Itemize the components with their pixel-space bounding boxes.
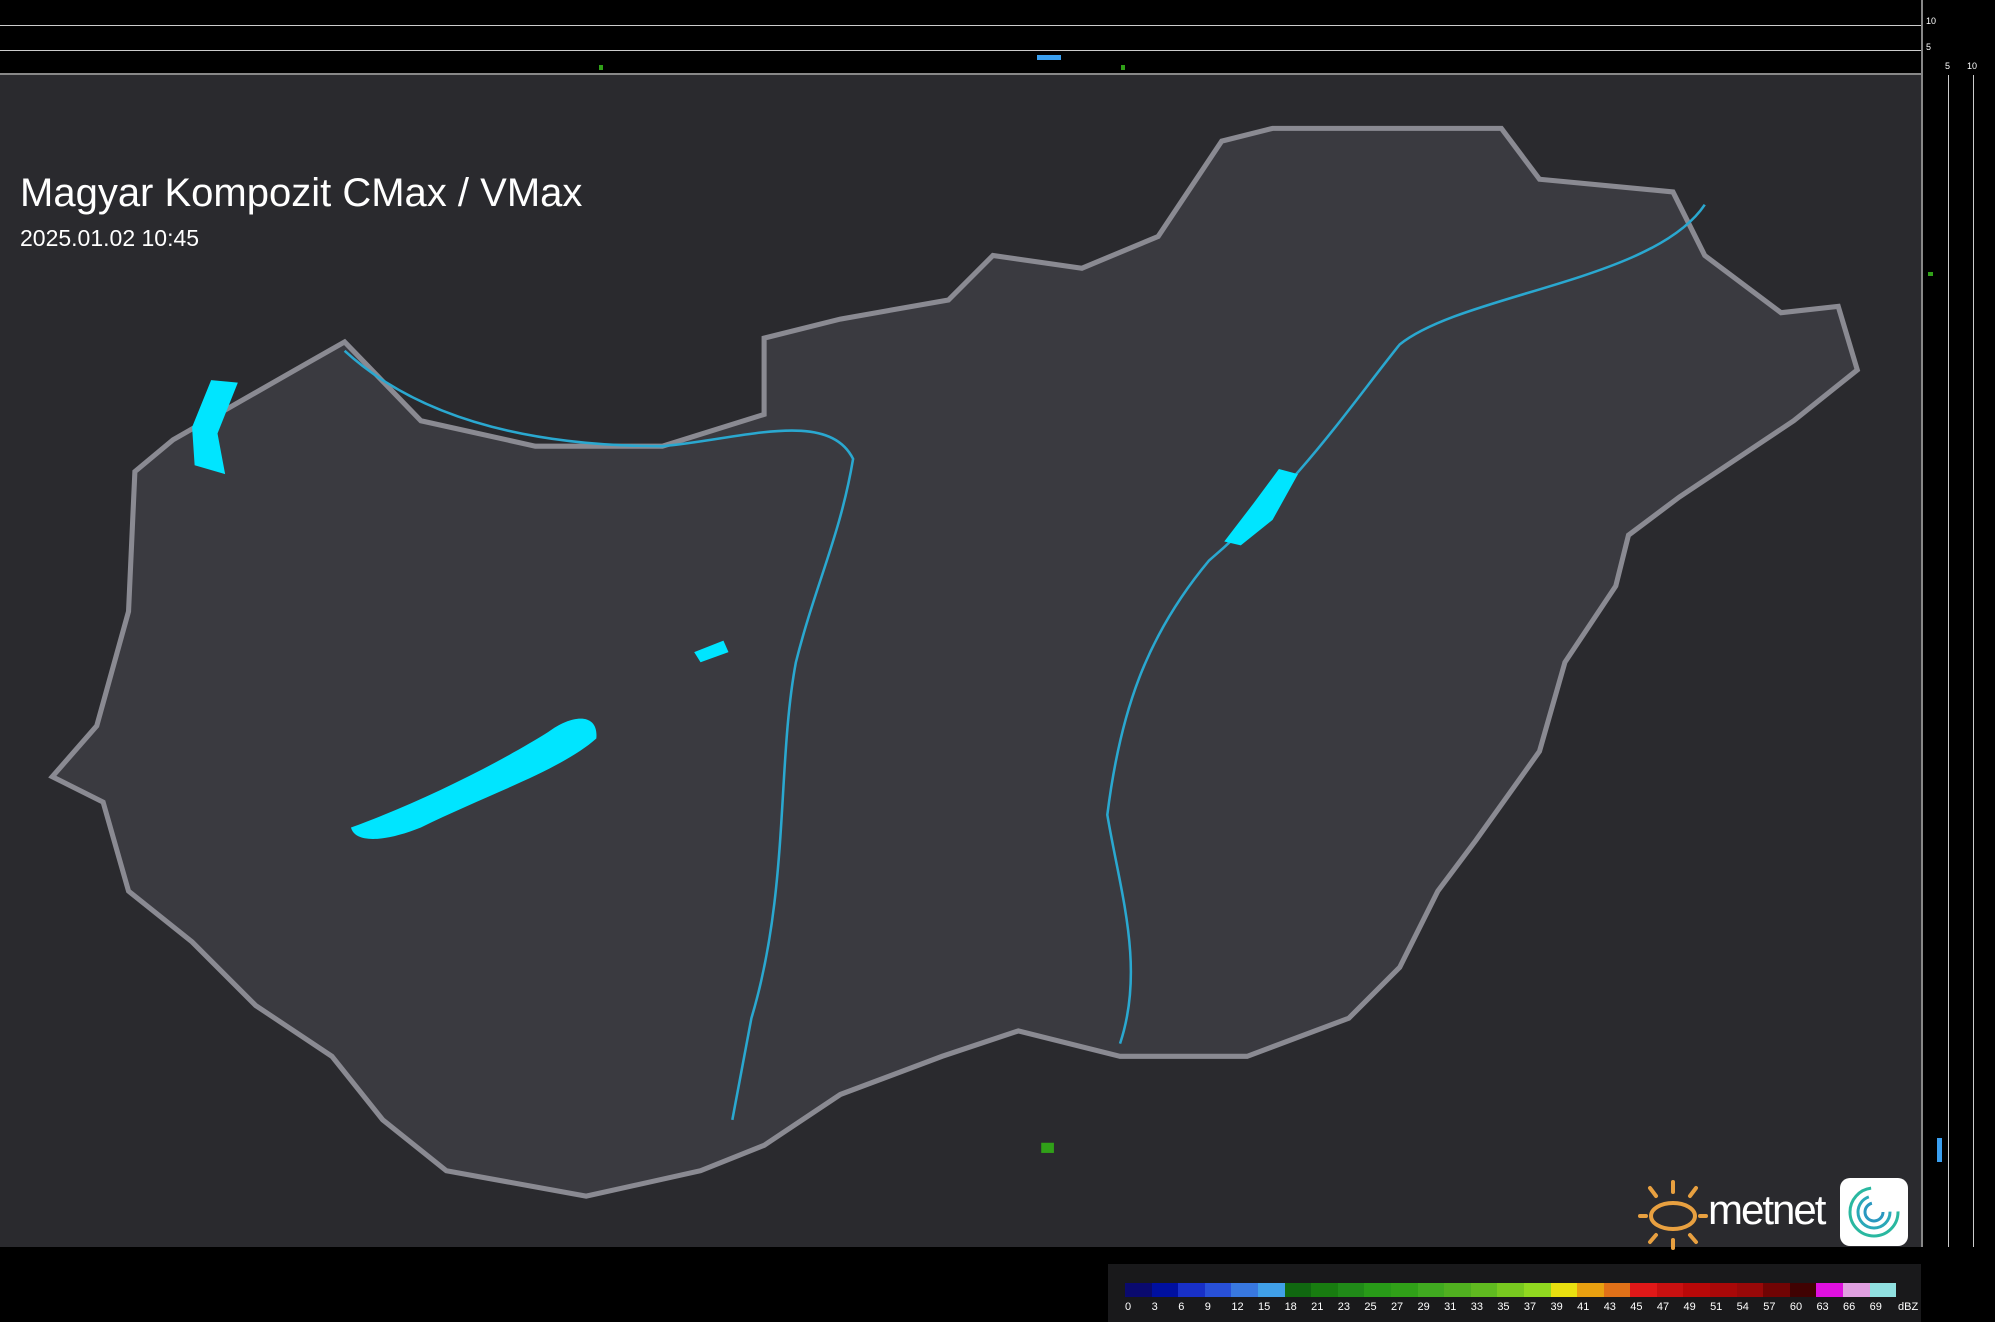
top-profile-panel — [0, 0, 1921, 75]
legend-swatch — [1204, 1283, 1232, 1297]
legend-swatch — [1284, 1283, 1312, 1297]
legend-label: 43 — [1603, 1301, 1616, 1313]
lake-velence — [694, 640, 729, 663]
legend-swatch — [1763, 1283, 1790, 1297]
legend-label: 9 — [1204, 1301, 1211, 1313]
lake-tisza — [1224, 469, 1298, 546]
lake-balaton — [350, 718, 597, 839]
radar-echo — [1041, 1142, 1054, 1153]
profile-gridline — [1973, 75, 1974, 1247]
legend-swatch — [1577, 1283, 1604, 1297]
metnet-logo: metnet — [1638, 1178, 1908, 1250]
legend-swatch — [1125, 1283, 1152, 1297]
profile-echo — [1037, 55, 1061, 60]
map-timestamp: 2025.01.02 10:45 — [20, 225, 200, 251]
brand-name: metnet — [1708, 1186, 1826, 1233]
legend-swatch — [1364, 1283, 1391, 1297]
legend-label: 33 — [1470, 1301, 1483, 1313]
profile-gridline — [1948, 75, 1949, 1247]
profile-echo — [1121, 65, 1125, 70]
profile-echo — [1928, 272, 1933, 276]
legend-unit: dBZ — [1898, 1301, 1919, 1313]
right-profile-panel: 10 5 5 10 — [1921, 0, 1995, 1247]
legend-label: 69 — [1869, 1301, 1882, 1313]
legend-swatch — [1497, 1283, 1524, 1297]
legend-label: 37 — [1523, 1301, 1537, 1313]
legend-label: 63 — [1816, 1301, 1829, 1313]
legend-swatch — [1736, 1283, 1764, 1297]
legend-label: 3 — [1151, 1301, 1158, 1313]
legend-label: 57 — [1763, 1301, 1776, 1313]
swirl-logo-icon — [1840, 1178, 1908, 1246]
legend-swatch — [1417, 1283, 1445, 1297]
legend-label: 35 — [1497, 1301, 1510, 1313]
legend-swatch — [1390, 1283, 1418, 1297]
profile-gridline — [0, 50, 1921, 51]
legend-swatch — [1630, 1283, 1657, 1297]
legend-swatch — [1178, 1283, 1205, 1297]
legend-swatch — [1656, 1283, 1684, 1297]
profile-gridline — [0, 25, 1921, 26]
legend-swatch — [1470, 1283, 1498, 1297]
legend-swatch — [1603, 1283, 1631, 1297]
legend-labels: 0 3 6 9 12 15 18 21 23 25 27 29 31 33 35 37 39 41 43 45 47 49… — [1125, 1301, 1896, 1313]
legend-label: 12 — [1231, 1301, 1244, 1313]
legend-label: 21 — [1311, 1301, 1324, 1313]
legend-swatch — [1523, 1283, 1551, 1297]
legend-label: 49 — [1683, 1301, 1696, 1313]
tick-label: 5 — [1926, 42, 1932, 52]
radar-map[interactable]: Magyar Kompozit CMax / VMax 2025.01.02 1… — [0, 75, 1921, 1322]
profile-echo — [599, 65, 603, 70]
legend-label: 6 — [1178, 1301, 1185, 1313]
tick-label: 10 — [1967, 61, 1978, 71]
legend-label: 47 — [1656, 1301, 1670, 1313]
legend-label: 54 — [1736, 1301, 1749, 1313]
legend-label: 18 — [1284, 1301, 1297, 1313]
legend-swatch — [1789, 1283, 1817, 1297]
legend-swatch — [1311, 1283, 1338, 1297]
legend-swatches — [1125, 1283, 1897, 1297]
map-title: Magyar Kompozit CMax / VMax — [20, 171, 583, 215]
legend-swatch — [1550, 1283, 1578, 1297]
legend-swatch — [1151, 1283, 1179, 1297]
legend-swatch — [1683, 1283, 1711, 1297]
legend-label: 45 — [1630, 1301, 1643, 1313]
legend-label: 66 — [1843, 1301, 1856, 1313]
legend-label: 39 — [1550, 1301, 1563, 1313]
legend-swatch — [1444, 1283, 1471, 1297]
legend-swatch — [1231, 1283, 1258, 1297]
legend-swatch — [1816, 1283, 1844, 1297]
legend-label: 41 — [1577, 1301, 1590, 1313]
legend-swatch — [1869, 1283, 1897, 1297]
hungary-map — [48, 125, 1861, 1199]
legend-label: 23 — [1337, 1301, 1350, 1313]
river-danube — [343, 349, 855, 1121]
country-outline — [48, 125, 1861, 1199]
legend-swatch — [1710, 1283, 1737, 1297]
legend-label: 60 — [1789, 1301, 1803, 1313]
legend-label: 51 — [1710, 1301, 1723, 1313]
legend-swatch — [1843, 1283, 1870, 1297]
profile-echo — [1937, 1138, 1942, 1162]
tick-label: 5 — [1945, 61, 1951, 71]
legend-label: 31 — [1444, 1301, 1457, 1313]
dbz-color-legend: 0 3 6 9 12 15 18 21 23 25 27 29 31 33 35 37 39 41 43 45 47 49… — [1108, 1264, 1921, 1322]
legend-label: 27 — [1390, 1301, 1404, 1313]
legend-swatch — [1257, 1283, 1285, 1297]
tick-label: 10 — [1926, 16, 1937, 26]
legend-label: 15 — [1257, 1301, 1271, 1313]
legend-label: 0 — [1125, 1301, 1132, 1313]
sun-icon — [1638, 1180, 1708, 1250]
lake-ferto — [192, 380, 238, 475]
legend-swatch — [1337, 1283, 1365, 1297]
legend-label: 29 — [1417, 1301, 1430, 1313]
legend-label: 25 — [1364, 1301, 1377, 1313]
